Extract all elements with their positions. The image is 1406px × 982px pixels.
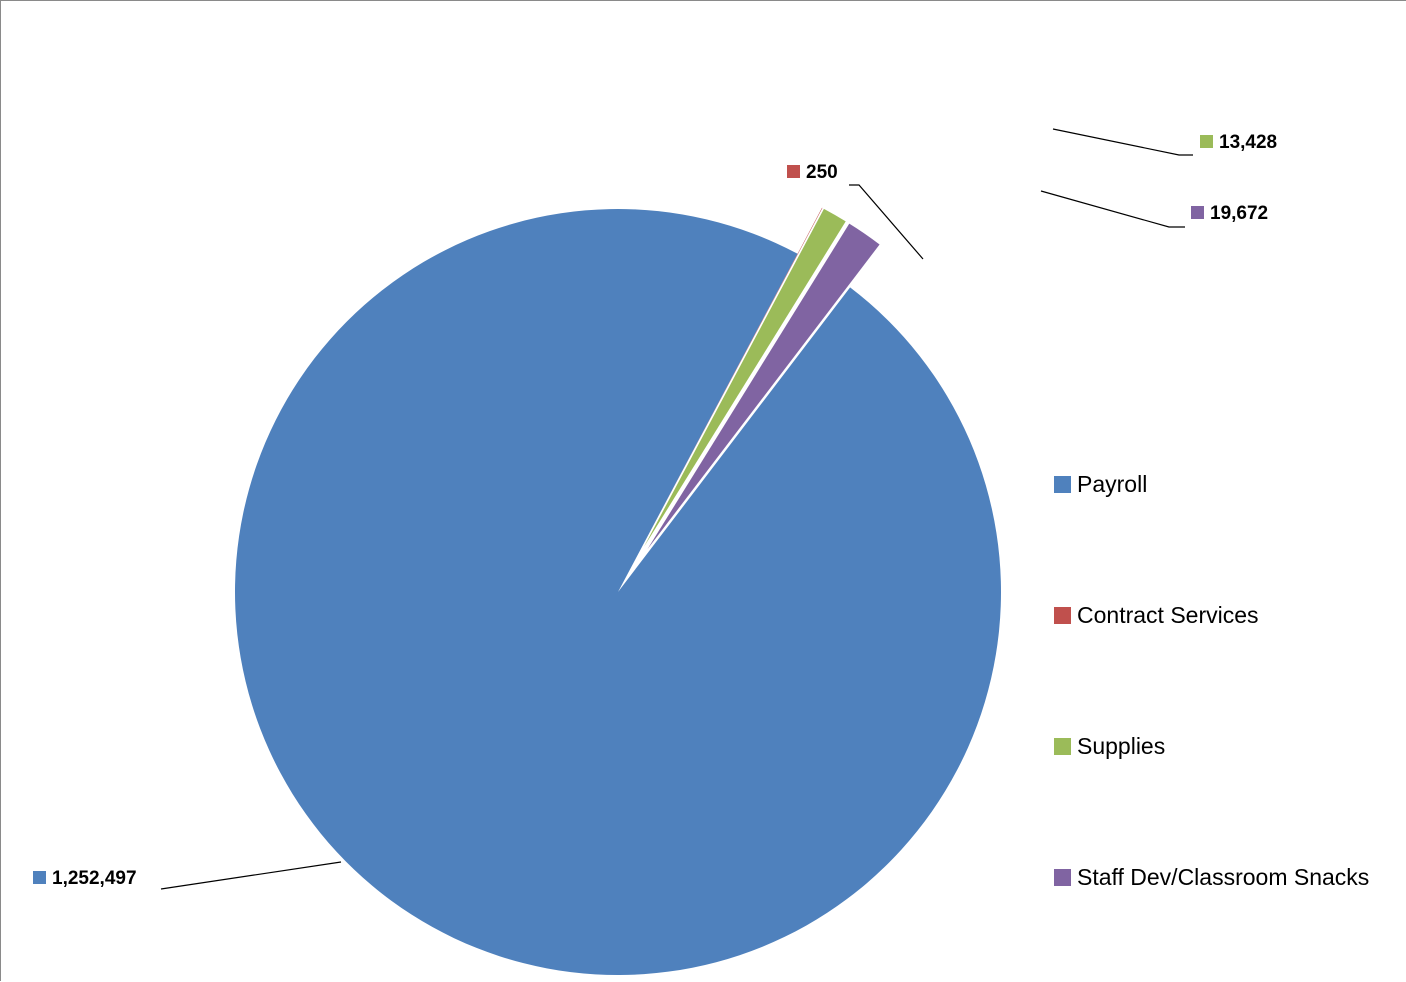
data-label-supplies: 13,428 [1219, 132, 1277, 153]
data-label-marker-contract-services [787, 165, 800, 178]
pie-slices [235, 208, 1001, 975]
data-label-staff-dev-classroom-snacks: 19,672 [1210, 203, 1268, 224]
legend-label-payroll: Payroll [1077, 471, 1147, 497]
legend-label-staff-dev-classroom-snacks: Staff Dev/Classroom Snacks [1077, 864, 1369, 890]
leader-line-staff-dev-classroom-snacks [1041, 191, 1185, 227]
legend-marker-payroll [1054, 476, 1071, 493]
legend-marker-contract-services [1054, 607, 1071, 624]
data-label-payroll: 1,252,497 [52, 868, 137, 889]
data-label-marker-staff-dev-classroom-snacks [1191, 206, 1204, 219]
legend-marker-staff-dev-classroom-snacks [1054, 869, 1071, 886]
data-label-marker-payroll [33, 871, 46, 884]
data-label-contract-services: 250 [806, 162, 838, 183]
legend: Payroll Contract Services Supplies Staff De… [1054, 471, 1369, 890]
legend-label-contract-services: Contract Services [1077, 602, 1259, 628]
leader-line-payroll [161, 862, 341, 889]
legend-label-supplies: Supplies [1077, 733, 1165, 759]
leader-line-supplies [1053, 129, 1193, 155]
data-label-marker-supplies [1200, 135, 1213, 148]
legend-marker-supplies [1054, 738, 1071, 755]
pie-slice-payroll [235, 209, 1001, 975]
